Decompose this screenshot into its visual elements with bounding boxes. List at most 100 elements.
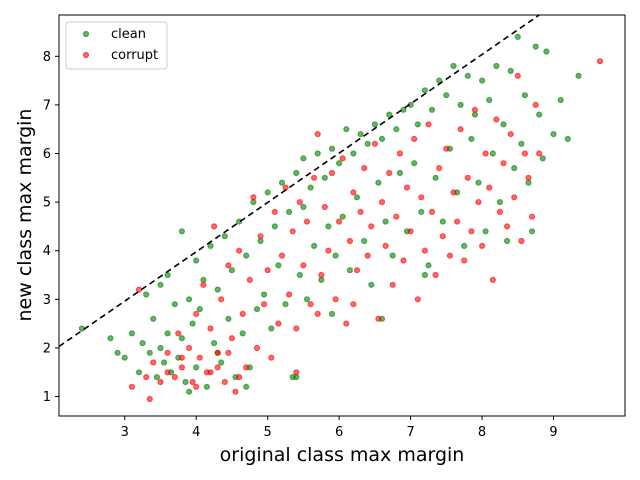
y-tick-label-6: 6 [43, 147, 51, 162]
point-corrupt-107 [532, 101, 539, 109]
point-clean-96 [443, 92, 450, 99]
point-corrupt-81 [439, 233, 446, 240]
point-clean-14 [164, 330, 171, 337]
point-corrupt-13 [196, 354, 203, 361]
point-corrupt-92 [479, 242, 486, 249]
point-corrupt-38 [286, 291, 293, 298]
point-clean-30 [211, 340, 218, 347]
point-clean-21 [182, 378, 189, 386]
point-corrupt-42 [300, 262, 307, 269]
point-clean-76 [371, 121, 378, 128]
legend-label-clean: clean [111, 27, 146, 42]
point-corrupt-9 [178, 364, 185, 371]
point-clean-33 [221, 233, 228, 240]
legend-box [65, 21, 168, 70]
point-corrupt-1 [135, 286, 143, 293]
point-clean-117 [518, 140, 525, 147]
point-clean-6 [139, 340, 146, 347]
point-corrupt-90 [471, 106, 478, 113]
point-corrupt-35 [275, 320, 282, 327]
point-corrupt-98 [500, 160, 507, 167]
point-clean-42 [253, 306, 261, 313]
point-corrupt-61 [368, 223, 375, 230]
x-tick-label-5: 5 [264, 425, 272, 440]
point-corrupt-91 [475, 199, 482, 206]
point-corrupt-93 [482, 150, 489, 157]
point-clean-12 [157, 281, 164, 288]
point-corrupt-23 [232, 388, 239, 395]
point-clean-100 [457, 101, 464, 109]
point-corrupt-70 [400, 257, 407, 264]
reference-diagonal-line [58, 14, 540, 348]
point-clean-79 [382, 218, 389, 225]
point-clean-45 [264, 189, 271, 196]
point-clean-124 [543, 48, 550, 55]
point-corrupt-2 [143, 374, 150, 381]
point-clean-93 [432, 174, 439, 181]
point-corrupt-102 [514, 72, 521, 79]
point-corrupt-106 [529, 213, 536, 220]
point-corrupt-17 [211, 223, 218, 230]
point-clean-108 [486, 97, 493, 104]
point-corrupt-54 [343, 320, 350, 327]
point-corrupt-75 [418, 194, 425, 201]
x-axis-ticks: 3 4 5 6 7 8 9 [121, 416, 558, 440]
point-corrupt-21 [225, 262, 232, 269]
point-corrupt-29 [253, 344, 261, 352]
point-corrupt-117 [314, 310, 321, 317]
point-clean-63 [325, 223, 332, 230]
point-clean-2 [114, 349, 121, 356]
point-corrupt-99 [504, 223, 511, 230]
point-clean-133 [328, 310, 336, 317]
legend-label-corrupt: corrupt [111, 48, 158, 63]
point-clean-106 [479, 77, 486, 84]
point-clean-37 [236, 218, 243, 225]
point-corrupt-116 [350, 301, 357, 308]
point-corrupt-78 [428, 208, 436, 215]
legend-marker-clean [82, 30, 90, 38]
point-clean-131 [421, 271, 428, 279]
point-corrupt-100 [507, 131, 514, 138]
point-clean-59 [311, 242, 318, 249]
point-corrupt-60 [364, 252, 371, 259]
point-clean-31 [214, 286, 221, 293]
point-clean-25 [193, 364, 200, 371]
point-clean-9 [150, 315, 157, 322]
point-clean-67 [339, 213, 346, 220]
point-corrupt-4 [150, 359, 157, 366]
point-clean-102 [464, 72, 471, 79]
point-clean-20 [178, 335, 185, 342]
point-corrupt-55 [346, 237, 353, 245]
point-clean-44 [261, 291, 268, 298]
point-clean-64 [328, 145, 336, 152]
point-clean-95 [439, 218, 446, 225]
point-clean-127 [564, 135, 571, 142]
point-corrupt-16 [207, 325, 214, 332]
point-corrupt-85 [454, 218, 461, 225]
point-clean-53 [293, 169, 300, 177]
point-corrupt-22 [228, 335, 235, 342]
point-corrupt-72 [407, 228, 414, 235]
point-clean-8 [146, 349, 153, 356]
y-tick-label-5: 5 [43, 196, 51, 211]
point-clean-125 [550, 131, 557, 138]
point-clean-91 [425, 262, 432, 269]
point-corrupt-118 [207, 369, 214, 376]
point-corrupt-88 [464, 174, 471, 181]
legend: clean corrupt [65, 21, 168, 70]
point-corrupt-41 [296, 199, 303, 206]
point-corrupt-5 [157, 378, 164, 386]
point-corrupt-59 [361, 165, 368, 172]
point-corrupt-112 [164, 369, 171, 376]
point-corrupt-76 [421, 247, 428, 254]
point-clean-132 [243, 383, 250, 390]
point-corrupt-64 [378, 199, 386, 206]
point-corrupt-47 [318, 271, 325, 279]
point-corrupt-62 [371, 140, 378, 147]
point-corrupt-10 [186, 344, 193, 352]
point-clean-26 [196, 306, 203, 313]
point-corrupt-89 [468, 228, 475, 235]
point-clean-101 [461, 242, 468, 249]
point-clean-46 [268, 325, 275, 332]
point-clean-19 [178, 228, 185, 235]
